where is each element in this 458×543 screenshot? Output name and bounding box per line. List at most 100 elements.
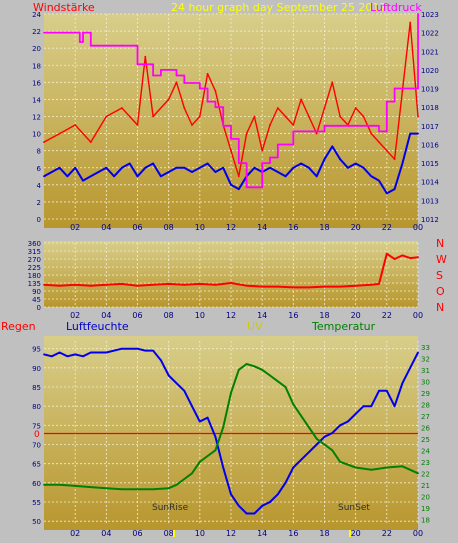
data-point: [284, 115, 287, 118]
x-tick-label: 12: [226, 223, 236, 232]
data-point: [43, 141, 45, 144]
data-point: [323, 158, 326, 161]
y-tick-label: 18: [32, 62, 41, 70]
data-point: [191, 82, 193, 84]
y-tick-label: 225: [28, 264, 41, 272]
data-point: [191, 171, 193, 173]
y2-tick-label: 25: [421, 436, 430, 444]
data-point: [160, 359, 162, 362]
y2-tick-label: 33: [421, 344, 430, 352]
data-point: [167, 283, 170, 285]
data-point: [245, 512, 248, 515]
data-point: [308, 426, 310, 429]
data-point: [276, 143, 279, 146]
data-point: [144, 349, 147, 352]
data-point: [339, 424, 341, 427]
data-point: [74, 283, 77, 286]
data-point: [58, 284, 61, 287]
data-point: [198, 166, 201, 169]
x-tick-label: 14: [257, 529, 267, 538]
data-point: [308, 286, 310, 289]
data-point: [152, 162, 155, 165]
data-point: [370, 132, 373, 135]
data-point: [105, 487, 108, 490]
data-point: [222, 124, 225, 127]
y2-tick-label: 1020: [421, 67, 439, 75]
y-tick-label: 0: [37, 216, 41, 224]
data-point: [191, 472, 193, 475]
x-tick-label: 20: [351, 529, 361, 538]
rain-zero-mark: 0: [34, 430, 40, 440]
data-point: [417, 472, 419, 475]
data-point: [58, 351, 61, 354]
sunset-label: SunSet: [338, 503, 370, 513]
x-tick-label: 10: [195, 311, 205, 320]
data-point: [136, 63, 139, 66]
data-point: [370, 405, 373, 408]
humidity-x-ticks: 02 04 06 08 10 12 14 16 18 20 22 00: [70, 529, 423, 538]
y-tick-label: 16: [32, 79, 41, 87]
y-tick-label: 8: [37, 148, 41, 156]
data-point: [230, 493, 232, 496]
y-tick-label: 95: [32, 346, 41, 354]
data-point: [144, 166, 147, 169]
data-point: [269, 156, 271, 159]
x-tick-label: 22: [382, 223, 392, 232]
data-point: [378, 141, 380, 144]
data-point: [206, 162, 209, 165]
y2-tick-label: 21: [421, 482, 430, 490]
y-tick-label: 45: [32, 296, 41, 304]
data-point: [339, 460, 341, 463]
data-point: [409, 132, 412, 135]
y-tick-label: 85: [32, 384, 41, 392]
y2-tick-label: 19: [421, 505, 430, 513]
data-point: [385, 100, 388, 103]
data-point: [222, 426, 225, 429]
data-point: [393, 258, 396, 260]
data-point: [401, 465, 404, 468]
data-point: [323, 124, 326, 127]
y2-tick-label: 27: [421, 413, 430, 421]
data-point: [417, 256, 419, 259]
data-point: [136, 488, 139, 491]
data-point: [347, 420, 349, 423]
series-line: [43, 252, 419, 289]
y-tick-label: 24: [32, 11, 41, 19]
y2-tick-label: 1015: [421, 160, 439, 168]
data-point: [136, 175, 139, 178]
y2-tick-label: 1019: [421, 86, 439, 94]
data-point: [378, 389, 380, 392]
data-point: [191, 405, 193, 408]
data-point: [89, 284, 92, 287]
compass-letter: W: [436, 253, 447, 266]
data-point: [237, 188, 240, 191]
data-point: [89, 175, 92, 178]
data-point: [43, 353, 45, 356]
data-point: [214, 435, 217, 438]
data-point: [370, 124, 373, 127]
data-point: [323, 285, 326, 288]
y-tick-label: 0: [37, 304, 41, 312]
data-point: [253, 512, 256, 515]
data-point: [74, 31, 77, 34]
data-point: [66, 175, 69, 178]
x-tick-label: 12: [226, 529, 236, 538]
data-point: [276, 107, 279, 109]
x-tick-label: 22: [382, 529, 392, 538]
data-point: [323, 435, 326, 438]
x-tick-label: 16: [288, 529, 298, 538]
data-point: [292, 124, 295, 126]
data-point: [89, 486, 92, 488]
data-point: [82, 31, 84, 34]
data-point: [245, 132, 248, 135]
data-point: [175, 483, 178, 486]
data-point: [284, 481, 287, 484]
data-point: [183, 389, 186, 392]
x-tick-label: 22: [382, 311, 392, 320]
data-point: [308, 166, 310, 169]
data-point: [167, 69, 170, 71]
data-point: [292, 403, 295, 406]
x-tick-label: 18: [319, 223, 329, 232]
data-point: [237, 504, 240, 507]
